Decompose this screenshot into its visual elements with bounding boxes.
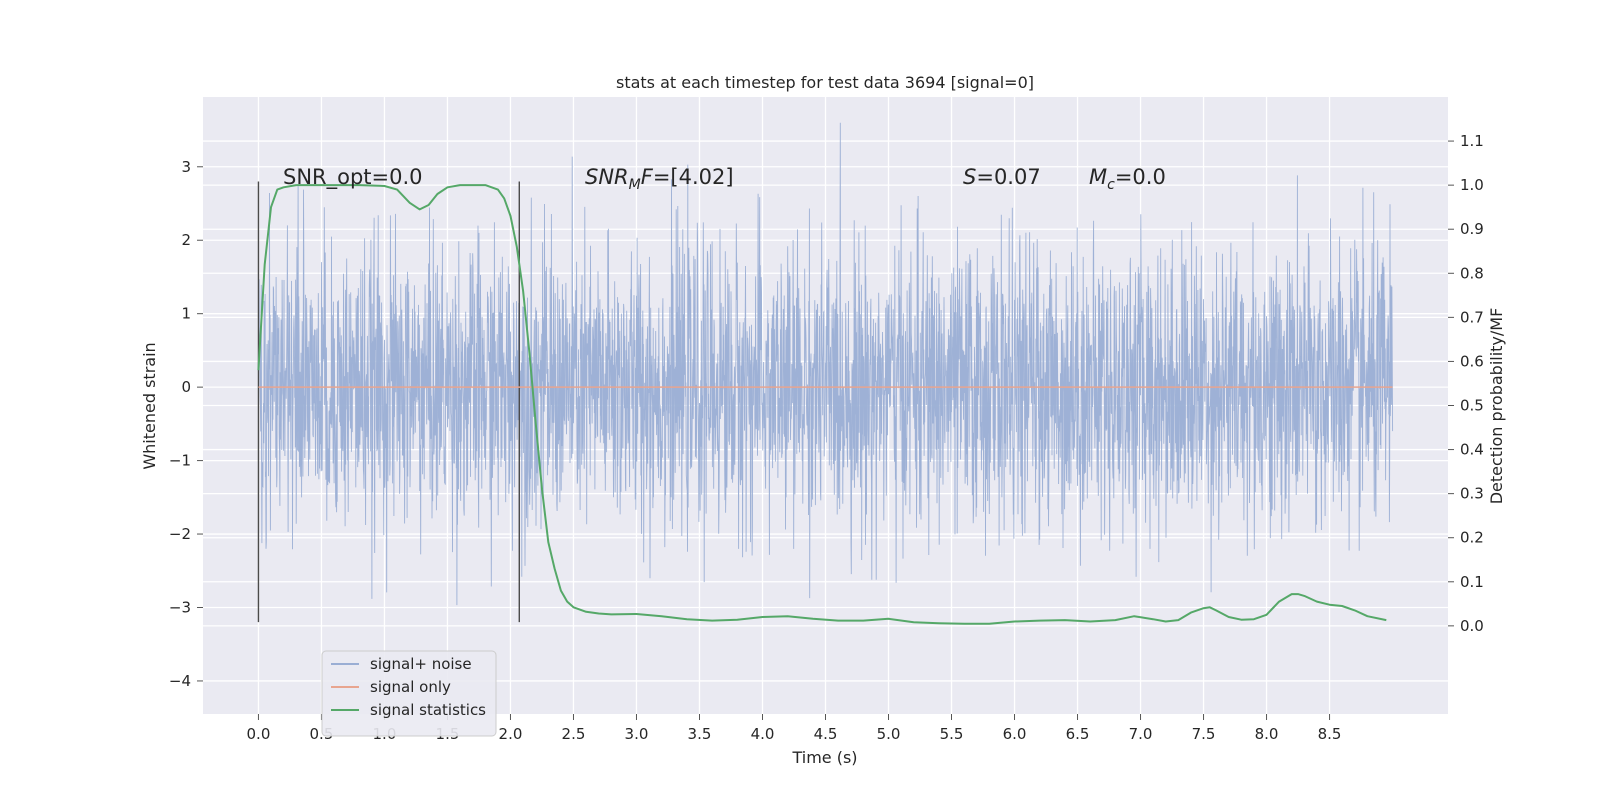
y-tick-label: −1 bbox=[169, 452, 191, 470]
annotation-snr-mf: SNRMF=[4.02] bbox=[585, 165, 734, 193]
x-tick-label: 5.5 bbox=[940, 725, 964, 743]
legend-label-statistics: signal statistics bbox=[370, 701, 486, 719]
y-tick-label: −4 bbox=[169, 672, 191, 690]
annotation-snr-mf-label: SNR bbox=[585, 165, 629, 189]
annotation-mc-value: =0.0 bbox=[1115, 165, 1166, 189]
annotation-s: S=0.07 bbox=[963, 165, 1041, 189]
annotation-mc: Mc=0.0 bbox=[1089, 165, 1166, 193]
series-signal-noise bbox=[257, 122, 1394, 606]
y-tick-label: −3 bbox=[169, 598, 191, 616]
y2-tick-label: 1.0 bbox=[1460, 176, 1484, 194]
y2-tick-label: 0.5 bbox=[1460, 397, 1484, 415]
x-tick-label: 7.0 bbox=[1129, 725, 1153, 743]
x-tick-label: 2.5 bbox=[562, 725, 586, 743]
annotation-snr-mf-sub: M bbox=[629, 177, 641, 193]
y2-tick-label: 0.7 bbox=[1460, 308, 1484, 326]
annotation-s-value: =0.07 bbox=[976, 165, 1040, 189]
y2-tick-label: 0.8 bbox=[1460, 264, 1484, 282]
x-tick-label: 7.5 bbox=[1192, 725, 1216, 743]
x-tick-label: 2.0 bbox=[499, 725, 523, 743]
legend-box bbox=[321, 650, 497, 737]
annotation-snr-mf-value: =[4.02] bbox=[653, 165, 734, 189]
x-tick-label: 3.5 bbox=[688, 725, 712, 743]
x-tick-label: 3.0 bbox=[625, 725, 649, 743]
y-axis-label: Whitened strain bbox=[140, 342, 159, 469]
x-tick-label: 0.0 bbox=[247, 725, 271, 743]
y2-tick-label: 0.1 bbox=[1460, 573, 1484, 591]
x-tick-label: 4.0 bbox=[751, 725, 775, 743]
y2-tick-label: 0.9 bbox=[1460, 220, 1484, 238]
legend-label-signal: signal only bbox=[370, 678, 451, 696]
y-tick-label: 0 bbox=[181, 378, 191, 396]
y-tick-label: −2 bbox=[169, 525, 191, 543]
annotation-snr-mf-rest: F bbox=[641, 165, 654, 189]
x-tick-label: 6.5 bbox=[1066, 725, 1090, 743]
y2-axis-label: Detection probability/MF bbox=[1487, 308, 1506, 505]
x-tick-label: 4.5 bbox=[814, 725, 838, 743]
y2-tick-label: 0.3 bbox=[1460, 485, 1484, 503]
annotation-s-label: S bbox=[963, 165, 976, 189]
y2-tick-label: 0.4 bbox=[1460, 441, 1484, 459]
chart-title: stats at each timestep for test data 369… bbox=[616, 73, 1034, 92]
x-axis-label: Time (s) bbox=[791, 748, 857, 767]
annotation-mc-sub: c bbox=[1107, 177, 1115, 193]
y-tick-label: 2 bbox=[181, 231, 191, 249]
series-layer bbox=[257, 122, 1394, 625]
y2-tick-label: 0.6 bbox=[1460, 352, 1484, 370]
x-tick-label: 8.0 bbox=[1255, 725, 1279, 743]
legend: signal+ noise signal only signal statist… bbox=[321, 650, 497, 737]
series-signal-statistics bbox=[257, 184, 1387, 625]
x-tick-label: 6.0 bbox=[1003, 725, 1027, 743]
y2-ticks: 1.1 1.0 0.9 0.8 0.7 0.6 0.5 0.4 0.3 0.2 0.1 0.0 bbox=[1448, 132, 1484, 635]
x-tick-label: 5.0 bbox=[877, 725, 901, 743]
y2-tick-label: 1.1 bbox=[1460, 132, 1484, 150]
annotation-mc-label: M bbox=[1089, 165, 1107, 189]
annotation-snr-opt: SNR_opt=0.0 bbox=[283, 165, 423, 190]
legend-label-noise: signal+ noise bbox=[370, 655, 472, 673]
y2-tick-label: 0.0 bbox=[1460, 617, 1484, 635]
y2-tick-label: 0.2 bbox=[1460, 529, 1484, 547]
y-tick-label: 3 bbox=[181, 158, 191, 176]
y-ticks: 3 2 1 0 −1 −2 −3 −4 bbox=[169, 158, 203, 690]
y-tick-label: 1 bbox=[181, 305, 191, 323]
x-tick-label: 8.5 bbox=[1318, 725, 1342, 743]
